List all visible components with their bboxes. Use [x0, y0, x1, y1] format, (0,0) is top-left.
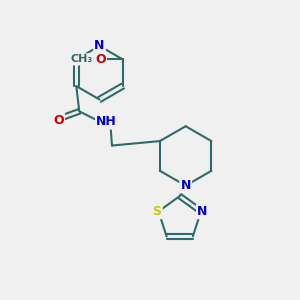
Text: O: O	[95, 53, 106, 66]
Text: N: N	[181, 179, 191, 192]
Text: CH₃: CH₃	[70, 54, 93, 64]
Text: S: S	[152, 205, 161, 218]
Text: O: O	[53, 114, 64, 127]
Text: N: N	[197, 205, 208, 218]
Text: N: N	[94, 40, 105, 52]
Text: NH: NH	[96, 115, 117, 128]
